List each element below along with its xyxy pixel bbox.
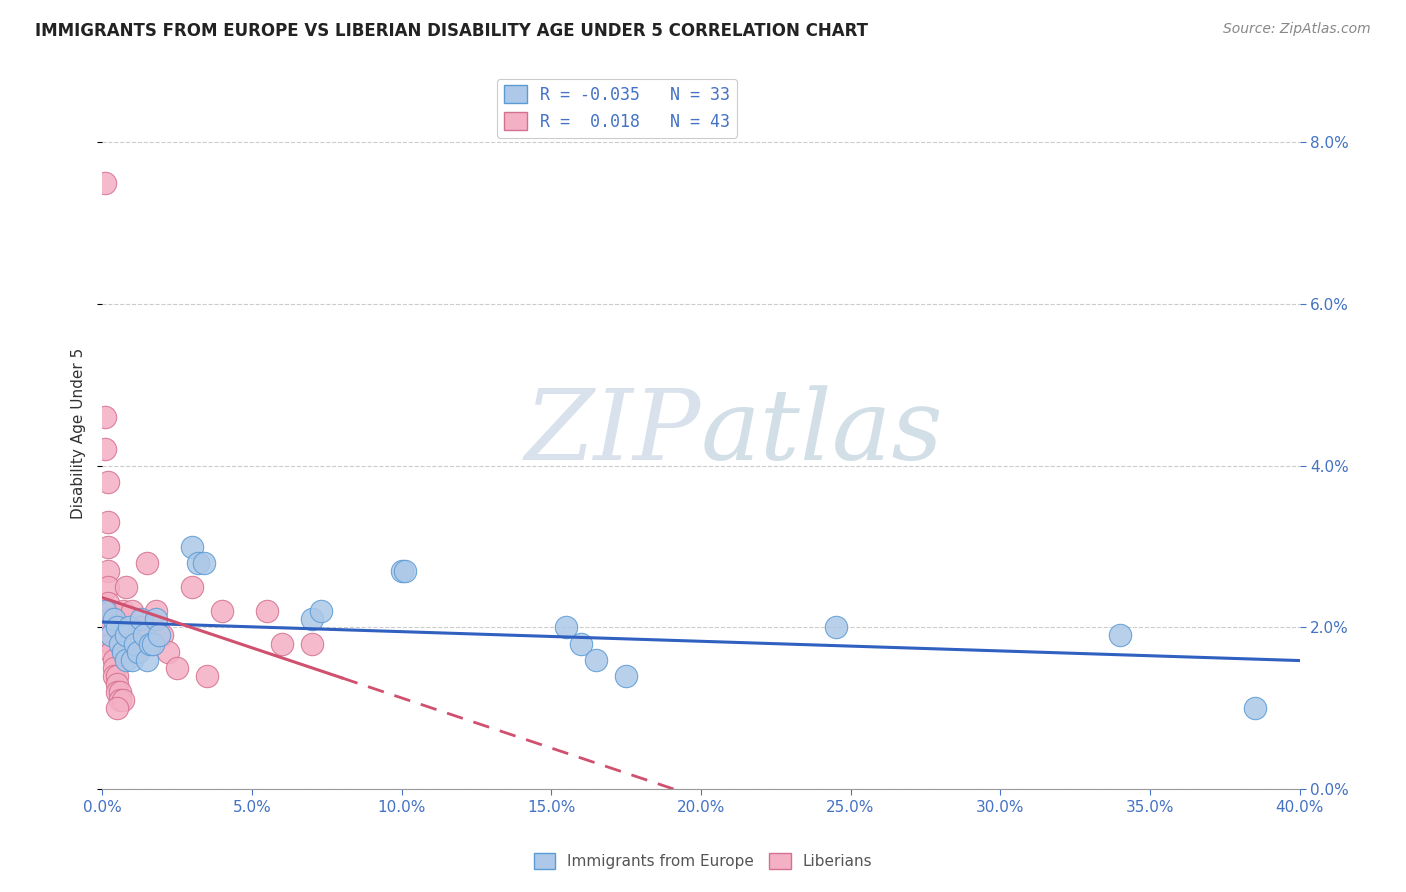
- Point: [112, 645, 135, 659]
- Point: [97, 604, 120, 618]
- Point: [614, 669, 637, 683]
- Point: [100, 645, 122, 659]
- Point: [97, 564, 120, 578]
- Point: [94, 176, 117, 190]
- Point: [103, 661, 125, 675]
- Point: [139, 636, 162, 650]
- Point: [100, 604, 122, 618]
- Y-axis label: Disability Age Under 5: Disability Age Under 5: [72, 348, 86, 519]
- Point: [115, 653, 138, 667]
- Point: [94, 410, 117, 425]
- Point: [97, 475, 120, 489]
- Point: [105, 685, 128, 699]
- Point: [103, 653, 125, 667]
- Point: [100, 628, 122, 642]
- Point: [100, 620, 122, 634]
- Point: [301, 612, 323, 626]
- Point: [195, 669, 218, 683]
- Point: [112, 693, 135, 707]
- Point: [121, 604, 143, 618]
- Point: [108, 693, 131, 707]
- Point: [301, 636, 323, 650]
- Point: [148, 628, 170, 642]
- Point: [121, 653, 143, 667]
- Point: [569, 636, 592, 650]
- Point: [115, 580, 138, 594]
- Point: [118, 620, 141, 634]
- Point: [129, 620, 152, 634]
- Point: [97, 612, 120, 626]
- Point: [100, 628, 122, 642]
- Point: [309, 604, 332, 618]
- Point: [187, 556, 209, 570]
- Point: [555, 620, 578, 634]
- Point: [1243, 701, 1265, 715]
- Legend: R = -0.035   N = 33, R =  0.018   N = 43: R = -0.035 N = 33, R = 0.018 N = 43: [498, 78, 737, 137]
- Point: [103, 669, 125, 683]
- Point: [105, 669, 128, 683]
- Point: [97, 580, 120, 594]
- Point: [136, 653, 159, 667]
- Point: [103, 612, 125, 626]
- Point: [105, 677, 128, 691]
- Point: [157, 645, 180, 659]
- Point: [145, 604, 167, 618]
- Text: atlas: atlas: [700, 385, 943, 481]
- Point: [97, 515, 120, 529]
- Point: [391, 564, 413, 578]
- Point: [94, 604, 117, 618]
- Point: [129, 612, 152, 626]
- Point: [134, 628, 156, 642]
- Point: [108, 636, 131, 650]
- Point: [256, 604, 278, 618]
- Point: [124, 645, 146, 659]
- Point: [585, 653, 607, 667]
- Text: IMMIGRANTS FROM EUROPE VS LIBERIAN DISABILITY AGE UNDER 5 CORRELATION CHART: IMMIGRANTS FROM EUROPE VS LIBERIAN DISAB…: [35, 22, 868, 40]
- Point: [136, 556, 159, 570]
- Point: [181, 580, 204, 594]
- Point: [1109, 628, 1132, 642]
- Point: [105, 620, 128, 634]
- Point: [145, 612, 167, 626]
- Point: [105, 701, 128, 715]
- Point: [824, 620, 846, 634]
- Point: [112, 604, 135, 618]
- Legend: Immigrants from Europe, Liberians: Immigrants from Europe, Liberians: [527, 847, 879, 875]
- Point: [108, 685, 131, 699]
- Point: [115, 628, 138, 642]
- Point: [193, 556, 215, 570]
- Point: [97, 540, 120, 554]
- Point: [127, 645, 149, 659]
- Point: [394, 564, 416, 578]
- Point: [142, 636, 165, 650]
- Text: ZIP: ZIP: [524, 385, 700, 481]
- Point: [211, 604, 233, 618]
- Point: [166, 661, 188, 675]
- Text: Source: ZipAtlas.com: Source: ZipAtlas.com: [1223, 22, 1371, 37]
- Point: [97, 596, 120, 610]
- Point: [270, 636, 292, 650]
- Point: [100, 636, 122, 650]
- Point: [150, 628, 173, 642]
- Point: [100, 612, 122, 626]
- Point: [124, 636, 146, 650]
- Point: [181, 540, 204, 554]
- Point: [94, 442, 117, 457]
